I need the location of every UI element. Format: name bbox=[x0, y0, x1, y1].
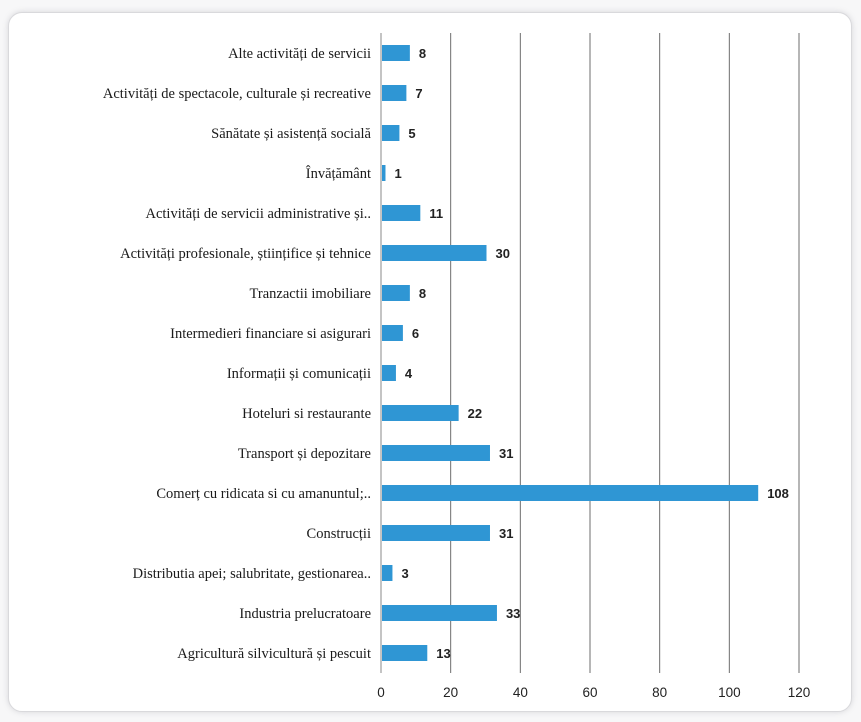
bar bbox=[382, 285, 410, 301]
x-tick-label: 0 bbox=[377, 685, 385, 700]
bar bbox=[382, 45, 410, 61]
category-labels: Alte activități de servicii Activități de… bbox=[103, 46, 372, 662]
category-label: Comerț cu ridicata si cu amanuntul;.. bbox=[156, 486, 371, 502]
value-label: 22 bbox=[468, 406, 482, 421]
value-label: 8 bbox=[419, 286, 426, 301]
bar bbox=[382, 605, 497, 621]
category-label: Distributia apei; salubritate, gestionar… bbox=[133, 566, 371, 582]
value-label: 108 bbox=[767, 486, 789, 501]
category-label: Informații și comunicații bbox=[227, 366, 371, 382]
category-label: Activități profesionale, științifice și … bbox=[120, 246, 371, 262]
category-label: Alte activități de servicii bbox=[228, 46, 371, 62]
bar bbox=[382, 85, 407, 101]
value-label: 1 bbox=[394, 166, 401, 181]
bar bbox=[382, 405, 459, 421]
bar bbox=[382, 125, 400, 141]
category-label: Agricultură silvicultură și pescuit bbox=[177, 646, 371, 662]
chart-panel: Alte activități de servicii Activități de… bbox=[8, 12, 852, 712]
category-label: Tranzactii imobiliare bbox=[250, 286, 371, 302]
bar bbox=[382, 205, 421, 221]
x-tick-label: 80 bbox=[652, 685, 667, 700]
x-tick-label: 60 bbox=[582, 685, 597, 700]
bar bbox=[382, 165, 386, 181]
category-label: Intermedieri financiare si asigurari bbox=[170, 326, 371, 342]
category-label: Hoteluri si restaurante bbox=[242, 406, 371, 422]
x-tick-label: 40 bbox=[513, 685, 528, 700]
value-label: 6 bbox=[412, 326, 419, 341]
category-label: Activități de servicii administrative și… bbox=[145, 206, 371, 222]
category-label: Transport și depozitare bbox=[238, 446, 371, 462]
x-axis-ticks: 0 20 40 60 80 100 120 bbox=[377, 685, 810, 700]
value-label: 8 bbox=[419, 46, 426, 61]
value-label: 7 bbox=[415, 86, 422, 101]
bar bbox=[382, 485, 759, 501]
bar bbox=[382, 645, 428, 661]
value-label: 3 bbox=[401, 566, 408, 581]
value-label: 5 bbox=[408, 126, 415, 141]
bar bbox=[382, 565, 393, 581]
bar bbox=[382, 445, 490, 461]
category-label: Industria prelucratoare bbox=[239, 606, 371, 622]
x-tick-label: 20 bbox=[443, 685, 458, 700]
category-label: Învățământ bbox=[306, 165, 371, 182]
category-label: Sănătate și asistență socială bbox=[211, 126, 371, 142]
value-label: 31 bbox=[499, 526, 513, 541]
bars bbox=[382, 45, 759, 661]
value-label: 31 bbox=[499, 446, 513, 461]
grid-lines bbox=[380, 33, 800, 673]
value-label: 11 bbox=[429, 206, 443, 221]
value-label: 13 bbox=[436, 646, 450, 661]
value-label: 33 bbox=[506, 606, 520, 621]
category-label: Activități de spectacole, culturale și r… bbox=[103, 86, 371, 102]
bar-chart: Alte activități de servicii Activități de… bbox=[103, 33, 810, 700]
category-label: Construcții bbox=[307, 526, 371, 542]
value-label: 30 bbox=[496, 246, 510, 261]
bar bbox=[382, 525, 490, 541]
x-tick-label: 120 bbox=[788, 685, 811, 700]
bar bbox=[382, 245, 487, 261]
x-tick-label: 100 bbox=[718, 685, 741, 700]
value-label: 4 bbox=[405, 366, 413, 381]
bar bbox=[382, 365, 396, 381]
bar bbox=[382, 325, 403, 341]
